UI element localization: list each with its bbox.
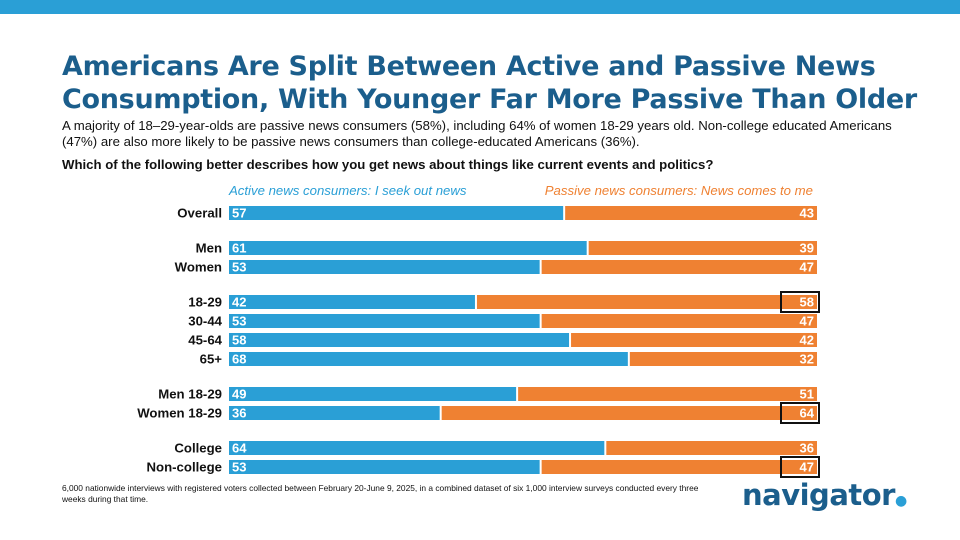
passive-bar-non-college	[541, 460, 817, 474]
passive-value-women-18-29: 64	[800, 406, 815, 421]
passive-bar-30-44	[541, 314, 817, 328]
passive-value-30-44: 47	[800, 314, 814, 329]
category-label-18-29: 18-29	[188, 295, 222, 310]
highlight-box-18-29	[780, 291, 820, 313]
page-title: Americans Are Split Between Active and P…	[62, 51, 917, 115]
passive-bar-65	[629, 352, 817, 366]
passive-bar-18-29	[476, 295, 817, 309]
active-bar-college	[229, 441, 605, 455]
active-bar-30-44	[229, 314, 540, 328]
active-bar-65	[229, 352, 628, 366]
active-value-18-29: 42	[232, 295, 246, 310]
active-value-overall: 57	[232, 206, 246, 221]
logo-text: navigator	[742, 478, 895, 512]
category-label-non-college: Non-college	[147, 460, 222, 475]
category-label-college: College	[174, 441, 222, 456]
active-bar-women	[229, 260, 540, 274]
top-band	[0, 0, 960, 14]
category-label-women: Women	[175, 260, 222, 275]
legend-active-label: Active news consumers: I seek out news	[229, 183, 467, 198]
passive-value-college: 36	[800, 441, 814, 456]
active-value-45-64: 58	[232, 333, 246, 348]
category-label-men-18-29: Men 18-29	[158, 387, 222, 402]
passive-value-non-college: 47	[800, 460, 814, 475]
active-bar-overall	[229, 206, 564, 220]
legend-passive-label: Passive news consumers: News comes to me	[544, 183, 813, 198]
active-value-women-18-29: 36	[232, 406, 246, 421]
passive-value-men-18-29: 51	[800, 387, 814, 402]
passive-value-18-29: 58	[800, 295, 814, 310]
active-value-women: 53	[232, 260, 246, 275]
active-value-non-college: 53	[232, 460, 246, 475]
passive-bar-overall	[565, 206, 817, 220]
passive-value-65: 32	[800, 352, 814, 367]
active-bar-18-29	[229, 295, 475, 309]
passive-bar-men	[588, 241, 817, 255]
active-bar-men-18-29	[229, 387, 517, 401]
logo-dot-icon: ●	[894, 493, 907, 509]
category-label-women-18-29: Women 18-29	[137, 406, 222, 421]
category-label-overall: Overall	[177, 206, 222, 221]
active-value-men-18-29: 49	[232, 387, 246, 402]
navigator-logo: navigator●	[742, 478, 907, 512]
category-label-30-44: 30-44	[188, 314, 222, 329]
category-label-45-64: 45-64	[188, 333, 222, 348]
passive-bar-45-64	[571, 333, 817, 347]
passive-value-men: 39	[800, 241, 814, 256]
category-label-65: 65+	[200, 352, 223, 367]
active-value-65: 68	[232, 352, 246, 367]
category-label-men: Men	[196, 241, 222, 256]
active-bar-men	[229, 241, 587, 255]
highlight-box-women-18-29	[780, 402, 820, 424]
passive-bar-women-18-29	[441, 406, 817, 420]
active-value-30-44: 53	[232, 314, 246, 329]
highlight-box-non-college	[780, 456, 820, 478]
passive-value-women: 47	[800, 260, 814, 275]
passive-bar-college	[606, 441, 817, 455]
active-bar-45-64	[229, 333, 570, 347]
page-subtitle: A majority of 18–29-year-olds are passiv…	[62, 118, 892, 149]
passive-value-overall: 43	[800, 206, 814, 221]
active-value-college: 64	[232, 441, 247, 456]
active-bar-non-college	[229, 460, 540, 474]
passive-bar-women	[541, 260, 817, 274]
footnote: 6,000 nationwide interviews with registe…	[62, 483, 699, 504]
passive-value-45-64: 42	[800, 333, 814, 348]
active-value-men: 61	[232, 241, 246, 256]
active-bar-women-18-29	[229, 406, 440, 420]
survey-question: Which of the following better describes …	[62, 157, 714, 172]
passive-bar-men-18-29	[518, 387, 817, 401]
